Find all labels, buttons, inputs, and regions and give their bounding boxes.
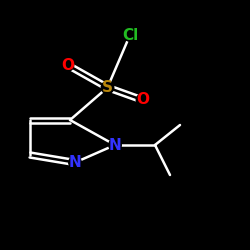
Circle shape	[61, 59, 74, 71]
Circle shape	[109, 139, 121, 151]
Circle shape	[101, 81, 114, 94]
Text: O: O	[136, 92, 149, 108]
Text: N: N	[68, 155, 82, 170]
Circle shape	[136, 94, 149, 106]
Circle shape	[69, 156, 81, 169]
Circle shape	[124, 29, 136, 41]
Text: O: O	[61, 58, 74, 72]
Text: N: N	[108, 138, 122, 152]
Text: S: S	[102, 80, 113, 95]
Text: Cl: Cl	[122, 28, 138, 42]
